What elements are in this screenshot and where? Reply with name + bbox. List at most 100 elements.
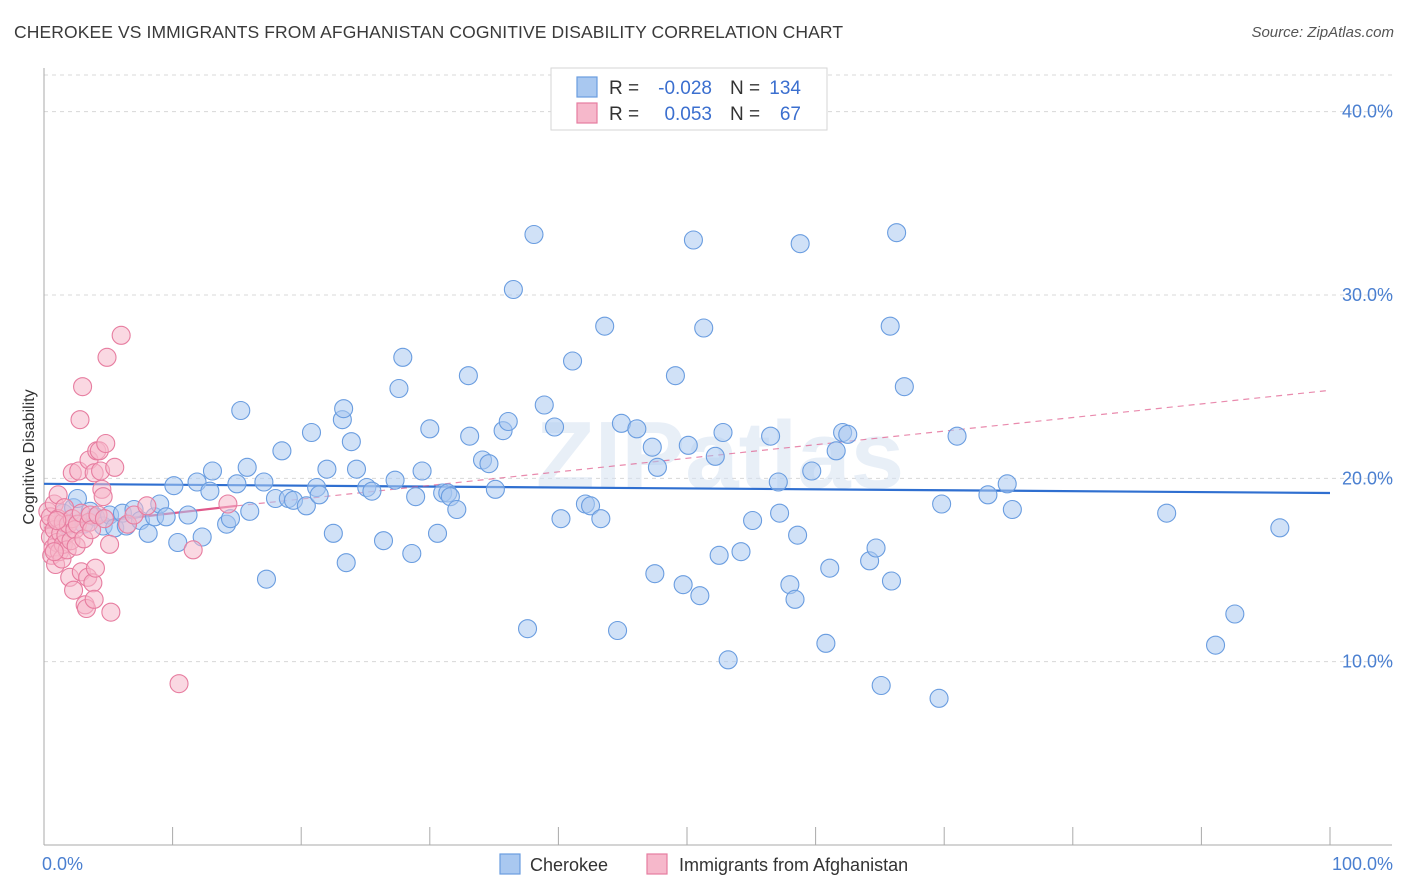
point-cherokee (178, 505, 198, 525)
point-cherokee (770, 503, 790, 523)
x-tick-label: 0.0% (42, 854, 83, 874)
point-cherokee (406, 487, 426, 507)
point-afghanistan (218, 494, 238, 514)
point-cherokee (887, 223, 907, 243)
point-cherokee (517, 619, 538, 639)
bottom-legend-swatch-afghanistan (646, 853, 668, 875)
point-cherokee (272, 441, 292, 461)
point-cherokee (1157, 503, 1177, 523)
point-cherokee (231, 400, 251, 421)
point-cherokee (1205, 635, 1226, 655)
point-afghanistan (124, 505, 144, 525)
point-cherokee (595, 316, 615, 336)
point-cherokee (647, 457, 667, 477)
point-cherokee (761, 426, 781, 446)
point-cherokee (627, 419, 647, 439)
point-afghanistan (101, 602, 121, 622)
point-cherokee (256, 569, 277, 589)
source-label: Source: ZipAtlas.com (1251, 24, 1394, 41)
legend-r-label: R = (609, 78, 639, 99)
point-afghanistan (97, 347, 117, 367)
point-cherokee (393, 347, 413, 367)
y-tick-label: 40.0% (1342, 102, 1393, 122)
point-cherokee (138, 523, 158, 543)
point-cherokee (645, 564, 665, 584)
point-cherokee (826, 441, 846, 461)
point-afghanistan (100, 534, 120, 554)
point-cherokee (608, 620, 628, 641)
point-cherokee (785, 589, 805, 609)
point-cherokee (978, 485, 998, 505)
point-cherokee (447, 499, 467, 520)
legend-r-label: R = (609, 104, 639, 125)
point-cherokee (254, 472, 274, 492)
point-cherokee (838, 424, 858, 444)
point-afghanistan (183, 540, 203, 560)
point-cherokee (713, 422, 733, 443)
point-cherokee (894, 377, 914, 397)
point-cherokee (227, 474, 247, 494)
point-cherokee (187, 472, 207, 492)
legend-swatch-afghanistan (576, 102, 598, 124)
point-afghanistan (169, 674, 189, 694)
point-afghanistan (70, 410, 90, 430)
point-cherokee (460, 426, 480, 446)
point-cherokee (947, 426, 967, 446)
point-cherokee (790, 234, 810, 254)
point-cherokee (544, 417, 565, 437)
point-cherokee (731, 542, 751, 562)
point-cherokee (718, 650, 738, 670)
point-cherokee (503, 279, 523, 300)
point-afghanistan (73, 377, 93, 397)
point-cherokee (156, 507, 176, 527)
point-cherokee (334, 399, 354, 419)
point-cherokee (200, 481, 220, 501)
point-cherokee (929, 688, 949, 708)
point-cherokee (866, 538, 886, 558)
point-cherokee (642, 437, 662, 457)
point-cherokee (768, 472, 788, 492)
point-afghanistan (44, 542, 64, 562)
point-cherokee (562, 351, 583, 371)
point-cherokee (932, 494, 952, 514)
point-afghanistan (84, 589, 104, 609)
point-cherokee (296, 496, 316, 516)
point-afghanistan (94, 509, 114, 529)
point-cherokee (427, 523, 448, 543)
point-cherokee (479, 454, 499, 474)
point-cherokee (373, 531, 394, 551)
top-legend: R = -0.028 N = 134 R = 0.053 N = 67 (550, 67, 828, 131)
point-cherokee (534, 395, 554, 415)
point-afghanistan (105, 457, 125, 477)
legend-swatch-cherokee (576, 76, 598, 98)
point-cherokee (336, 553, 356, 573)
y-axis-label: Cognitive Disability (21, 389, 38, 524)
point-cherokee (1225, 604, 1245, 624)
point-cherokee (665, 366, 685, 386)
legend-n-value: 134 (769, 78, 801, 99)
x-tick-label: 100.0% (1332, 854, 1393, 874)
point-cherokee (202, 461, 223, 481)
point-cherokee (240, 501, 260, 521)
y-tick-label: 30.0% (1342, 285, 1393, 305)
point-afghanistan (96, 433, 116, 454)
point-cherokee (402, 543, 422, 564)
point-cherokee (420, 419, 440, 439)
point-cherokee (683, 230, 703, 250)
point-cherokee (458, 366, 478, 386)
point-cherokee (498, 411, 518, 432)
trend-line-afghanistan-extended (236, 389, 1331, 507)
point-cherokee (389, 378, 409, 399)
point-cherokee (673, 575, 693, 595)
point-cherokee (580, 496, 601, 516)
bottom-legend: Cherokee Immigrants from Afghanistan (499, 853, 908, 875)
point-cherokee (690, 586, 710, 606)
y-tick-labels: 10.0% 20.0% 30.0% 40.0% (1342, 102, 1393, 672)
point-cherokee (237, 457, 257, 477)
legend-n-label: N = (730, 78, 760, 99)
point-cherokee (1002, 499, 1022, 520)
point-cherokee (323, 523, 343, 543)
bottom-legend-label-cherokee: Cherokee (530, 855, 608, 875)
legend-r-value: -0.028 (658, 78, 712, 99)
